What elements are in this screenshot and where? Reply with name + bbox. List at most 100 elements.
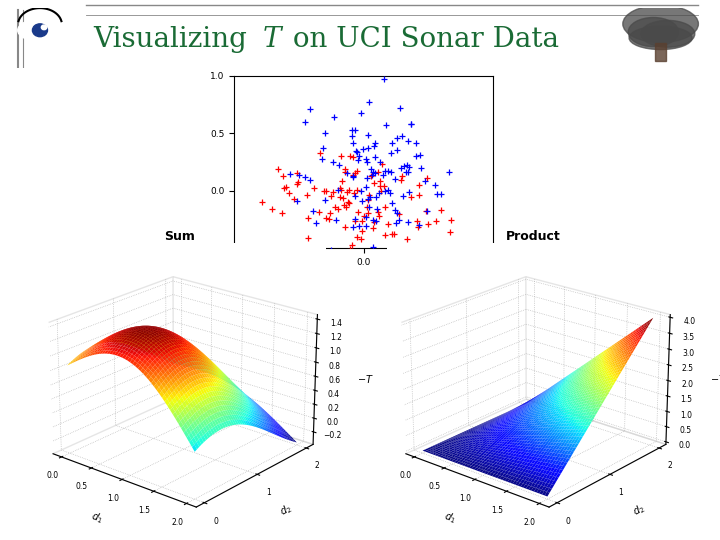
Point: [320, 195, 331, 204]
Point: [308, 184, 320, 192]
Point: [382, 186, 394, 195]
Point: [343, 199, 355, 208]
Point: [307, 207, 319, 216]
Point: [374, 158, 386, 166]
Point: [402, 218, 414, 226]
Point: [421, 207, 433, 215]
Point: [364, 202, 375, 211]
Point: [401, 235, 413, 244]
Point: [413, 221, 425, 230]
Point: [332, 204, 343, 213]
Point: [436, 206, 447, 214]
Point: [357, 145, 369, 154]
Point: [396, 171, 408, 180]
Point: [325, 245, 337, 254]
Point: [348, 152, 359, 161]
Point: [278, 171, 289, 180]
Point: [336, 151, 347, 160]
Point: [414, 191, 426, 199]
Point: [431, 217, 442, 225]
Point: [393, 215, 405, 224]
Point: [425, 242, 436, 251]
Point: [349, 168, 361, 177]
Point: [397, 161, 409, 170]
Ellipse shape: [641, 21, 695, 47]
Point: [351, 186, 363, 194]
Point: [318, 144, 329, 153]
Point: [391, 145, 402, 154]
Point: [379, 231, 391, 239]
Point: [370, 193, 382, 201]
Point: [356, 217, 367, 225]
Point: [351, 147, 363, 156]
Point: [382, 220, 393, 228]
Point: [328, 112, 340, 121]
Point: [396, 132, 408, 141]
Point: [367, 224, 379, 233]
Point: [353, 208, 364, 217]
Point: [319, 186, 330, 195]
Point: [313, 208, 325, 217]
Point: [367, 215, 379, 224]
Bar: [655, 43, 666, 61]
Point: [344, 152, 356, 161]
Point: [332, 185, 343, 194]
Point: [341, 188, 353, 197]
Point: [415, 242, 426, 251]
Point: [342, 272, 354, 281]
Point: [410, 139, 421, 148]
Ellipse shape: [628, 17, 679, 46]
Point: [348, 172, 359, 180]
Point: [358, 212, 369, 221]
Point: [397, 67, 408, 76]
Point: [387, 199, 398, 207]
Point: [364, 97, 375, 106]
Point: [365, 172, 377, 180]
Point: [371, 216, 382, 225]
Point: [405, 119, 417, 128]
Point: [411, 217, 423, 225]
Point: [415, 151, 426, 159]
Title: Sum: Sum: [165, 230, 195, 243]
Point: [339, 165, 351, 173]
Point: [362, 131, 374, 140]
Point: [349, 191, 361, 200]
Point: [395, 163, 407, 172]
Y-axis label: $d_2$: $d_2$: [278, 501, 294, 518]
Point: [360, 221, 372, 230]
Point: [324, 209, 336, 218]
Point: [340, 223, 351, 232]
Point: [377, 159, 388, 168]
Point: [363, 191, 374, 200]
Point: [320, 129, 331, 137]
Point: [346, 131, 358, 140]
Point: [283, 188, 294, 197]
Point: [379, 202, 391, 211]
Point: [368, 167, 379, 176]
Point: [415, 163, 426, 172]
Point: [374, 188, 385, 197]
Point: [356, 234, 367, 243]
Ellipse shape: [32, 24, 48, 37]
Point: [291, 197, 302, 205]
Point: [315, 148, 326, 157]
Point: [344, 245, 356, 254]
Ellipse shape: [623, 5, 698, 43]
Point: [327, 188, 338, 197]
Point: [385, 167, 397, 176]
Point: [336, 177, 348, 185]
Point: [316, 155, 328, 164]
Text: on UCI Sonar Data: on UCI Sonar Data: [284, 25, 559, 52]
Point: [363, 209, 374, 218]
Point: [405, 193, 417, 201]
Point: [343, 198, 354, 207]
Point: [380, 120, 392, 129]
Ellipse shape: [41, 25, 47, 30]
Point: [445, 216, 456, 225]
Point: [412, 223, 423, 232]
Text: CVIT: CVIT: [27, 51, 53, 61]
Point: [369, 142, 380, 151]
Point: [365, 164, 377, 173]
Point: [294, 171, 305, 179]
Point: [366, 171, 378, 179]
